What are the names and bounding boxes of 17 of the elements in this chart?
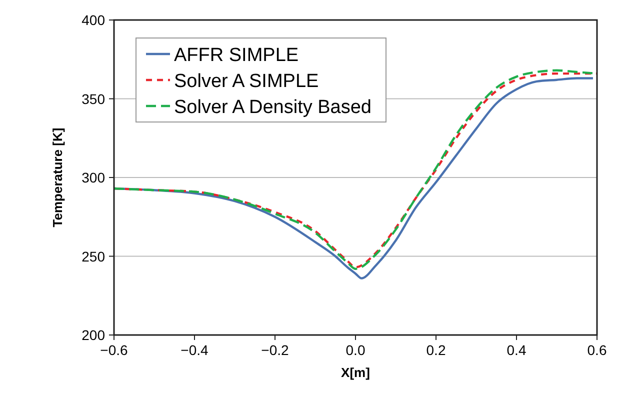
y-tick-label: 250 bbox=[82, 248, 106, 264]
x-tick-label: −0.6 bbox=[100, 342, 128, 358]
x-axis-title: X[m] bbox=[341, 365, 370, 380]
legend-label: Solver A Density Based bbox=[174, 97, 372, 118]
y-tick-label: 350 bbox=[82, 90, 106, 107]
y-tick-label: 400 bbox=[82, 12, 106, 28]
x-tick-label: −0.4 bbox=[180, 342, 209, 358]
x-tick-label: 0.4 bbox=[506, 342, 526, 358]
y-tick-label: 200 bbox=[82, 327, 106, 343]
y-axis-title: Temperature [K] bbox=[50, 128, 65, 228]
x-tick-label: 0.2 bbox=[426, 342, 446, 358]
legend-label: AFFR SIMPLE bbox=[174, 45, 299, 66]
legend-label: Solver A SIMPLE bbox=[174, 71, 319, 92]
y-tick-label: 300 bbox=[82, 170, 106, 186]
x-tick-label: −0.2 bbox=[261, 342, 290, 358]
x-tick-label: 0.6 bbox=[587, 342, 607, 358]
x-tick-label: 0.0 bbox=[346, 342, 366, 358]
